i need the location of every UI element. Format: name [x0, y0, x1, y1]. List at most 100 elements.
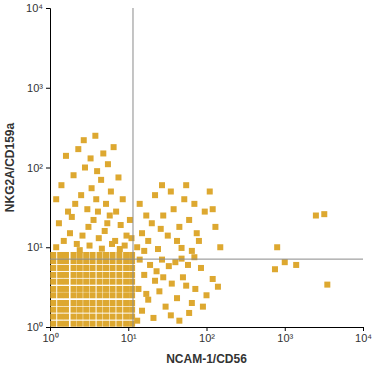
point — [158, 226, 164, 232]
y-tick-label: 10⁰ — [27, 321, 43, 333]
point — [272, 266, 278, 272]
point — [71, 286, 77, 292]
point — [154, 268, 160, 274]
point — [110, 279, 116, 285]
point — [192, 286, 198, 292]
y-tick-mark — [46, 88, 50, 89]
point — [97, 265, 103, 271]
point — [123, 272, 129, 278]
point — [61, 238, 67, 244]
x-axis: 10⁰10¹10²10³10⁴ — [42, 327, 372, 344]
x-tick-label: 10⁰ — [42, 332, 58, 344]
point — [57, 279, 63, 285]
point — [176, 318, 182, 324]
point — [77, 272, 83, 278]
point — [71, 300, 77, 306]
point — [71, 272, 77, 278]
point — [50, 314, 56, 320]
y-tick: 10⁴ — [26, 2, 50, 14]
point — [123, 300, 129, 306]
point — [141, 248, 147, 254]
point — [77, 321, 83, 327]
point — [91, 217, 97, 223]
point — [50, 265, 56, 271]
y-tick-label: 10⁴ — [26, 2, 43, 14]
point — [155, 246, 161, 252]
point — [204, 292, 210, 298]
point — [97, 286, 103, 292]
point — [145, 297, 151, 303]
point — [71, 279, 77, 285]
point — [215, 284, 221, 290]
point — [90, 286, 96, 292]
point — [135, 286, 141, 292]
point — [116, 265, 122, 271]
point — [160, 213, 166, 219]
point — [186, 217, 192, 223]
point — [77, 300, 83, 306]
point — [63, 265, 69, 271]
point — [57, 286, 63, 292]
point — [90, 252, 96, 258]
point — [56, 220, 62, 226]
x-tick-mark — [207, 327, 208, 331]
point — [110, 292, 116, 298]
point — [123, 292, 129, 298]
point — [97, 321, 103, 327]
point — [109, 241, 115, 247]
point — [83, 321, 89, 327]
x-tick: 10³ — [277, 327, 293, 344]
point — [83, 292, 89, 298]
point — [50, 286, 56, 292]
point — [93, 196, 99, 202]
point — [77, 247, 83, 253]
point — [97, 252, 103, 258]
x-tick-mark — [285, 327, 286, 331]
point — [116, 252, 122, 258]
point — [207, 189, 213, 195]
point — [110, 265, 116, 271]
point — [102, 228, 108, 234]
point — [89, 185, 95, 191]
point — [97, 272, 103, 278]
point — [63, 314, 69, 320]
point — [145, 238, 151, 244]
point — [123, 286, 129, 292]
point — [50, 321, 56, 327]
point — [77, 292, 83, 298]
point — [90, 292, 96, 298]
point — [185, 262, 191, 268]
point — [90, 314, 96, 320]
point — [152, 278, 158, 284]
point — [97, 307, 103, 313]
point — [116, 286, 122, 292]
point — [186, 310, 192, 316]
point — [97, 314, 103, 320]
point — [179, 245, 185, 251]
point — [123, 265, 129, 271]
x-tick-label: 10¹ — [121, 332, 137, 344]
point — [212, 224, 218, 230]
point — [50, 279, 56, 285]
point — [129, 272, 135, 278]
x-tick-mark — [363, 327, 364, 331]
point — [50, 272, 56, 278]
point — [69, 214, 75, 220]
point — [143, 213, 149, 219]
point — [116, 292, 122, 298]
point — [77, 286, 83, 292]
point — [63, 321, 69, 327]
y-tick-mark — [46, 168, 50, 169]
point — [83, 252, 89, 258]
point — [110, 286, 116, 292]
point — [116, 321, 122, 327]
point — [63, 307, 69, 313]
point — [110, 321, 116, 327]
point — [282, 259, 288, 265]
point — [128, 235, 134, 241]
point — [78, 192, 84, 198]
point — [168, 189, 174, 195]
point — [120, 196, 126, 202]
point — [77, 279, 83, 285]
point — [172, 259, 178, 265]
